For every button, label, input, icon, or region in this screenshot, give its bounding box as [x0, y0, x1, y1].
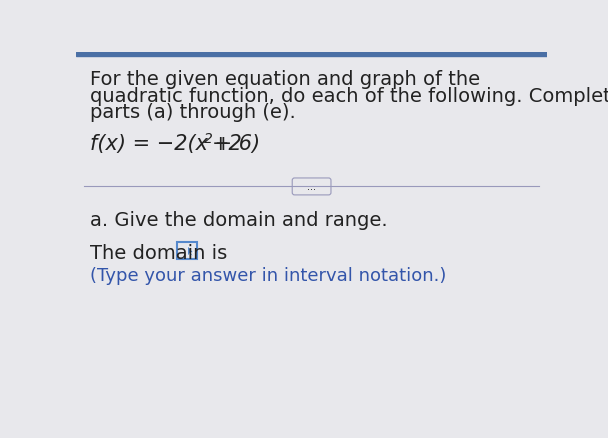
- Text: For the given equation and graph of the: For the given equation and graph of the: [90, 70, 480, 88]
- Text: ...: ...: [307, 182, 316, 192]
- Polygon shape: [188, 246, 194, 257]
- Text: f(x) = −2(x + 6): f(x) = −2(x + 6): [90, 133, 260, 153]
- Text: parts (a) through (e).: parts (a) through (e).: [90, 103, 295, 122]
- Text: quadratic function, do each of the following. Complete: quadratic function, do each of the follo…: [90, 86, 608, 105]
- Text: (Type your answer in interval notation.): (Type your answer in interval notation.): [90, 266, 446, 284]
- Bar: [76, 53, 547, 57]
- Text: 2: 2: [204, 132, 213, 146]
- Text: +2: +2: [212, 133, 243, 153]
- FancyBboxPatch shape: [292, 179, 331, 195]
- FancyBboxPatch shape: [177, 242, 197, 259]
- Text: a. Give the domain and range.: a. Give the domain and range.: [90, 210, 387, 229]
- Text: The domain is: The domain is: [90, 243, 227, 262]
